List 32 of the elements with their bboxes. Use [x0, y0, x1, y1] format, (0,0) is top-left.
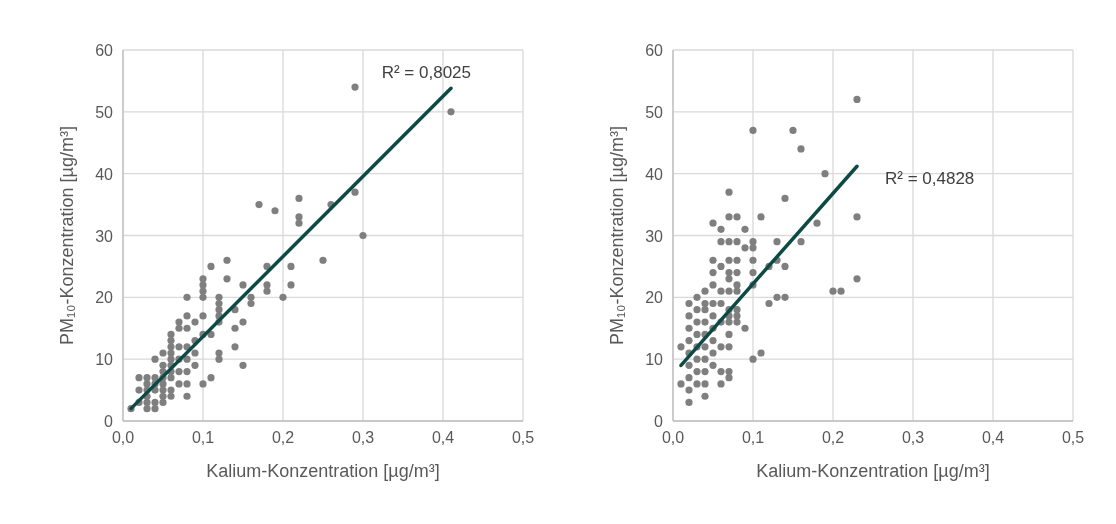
x-tick-label: 0,4	[431, 429, 455, 446]
y-tick-label: 0	[104, 413, 114, 430]
x-tick-label: 0,2	[821, 429, 845, 446]
x-tick-label: 0,3	[901, 429, 925, 446]
y-tick-label: 0	[654, 413, 664, 430]
y-tick-label: 50	[645, 103, 664, 121]
y-tick-label: 40	[645, 165, 664, 183]
annotation: R² = 0,4828	[885, 169, 975, 189]
x-tick-label: 0,1	[191, 429, 215, 446]
x-tick-label: 0,1	[741, 429, 765, 446]
x-tick-label: 0,0	[661, 429, 685, 446]
y-tick-label: 20	[645, 289, 664, 307]
annotation: R² = 0,8025	[381, 63, 471, 83]
y-axis-title: PM₁₀-Konzentration [µg/m³]	[607, 126, 627, 345]
x-tick-label: 0,0	[111, 429, 135, 446]
x-tick-label: 0,3	[351, 429, 375, 446]
y-tick-label: 50	[95, 103, 114, 121]
x-tick-label: 0,4	[981, 429, 1005, 446]
y-tick-label: 30	[95, 227, 114, 245]
y-tick-label: 40	[95, 165, 114, 183]
x-tick-label: 0,5	[1061, 429, 1085, 446]
y-tick-label: 20	[95, 289, 114, 307]
x-tick-label: 0,5	[511, 429, 535, 446]
y-axis-title: PM₁₀-Konzentration [µg/m³]	[57, 126, 77, 345]
x-axis-title: Kalium-Konzentration [µg/m³]	[206, 461, 440, 481]
x-axis-title: Kalium-Konzentration [µg/m³]	[756, 461, 990, 481]
y-tick-label: 10	[645, 351, 664, 369]
y-tick-label: 10	[95, 351, 114, 369]
y-tick-label: 30	[645, 227, 664, 245]
y-tick-label: 60	[95, 42, 114, 59]
x-tick-label: 0,2	[271, 429, 295, 446]
y-tick-label: 60	[645, 42, 664, 59]
